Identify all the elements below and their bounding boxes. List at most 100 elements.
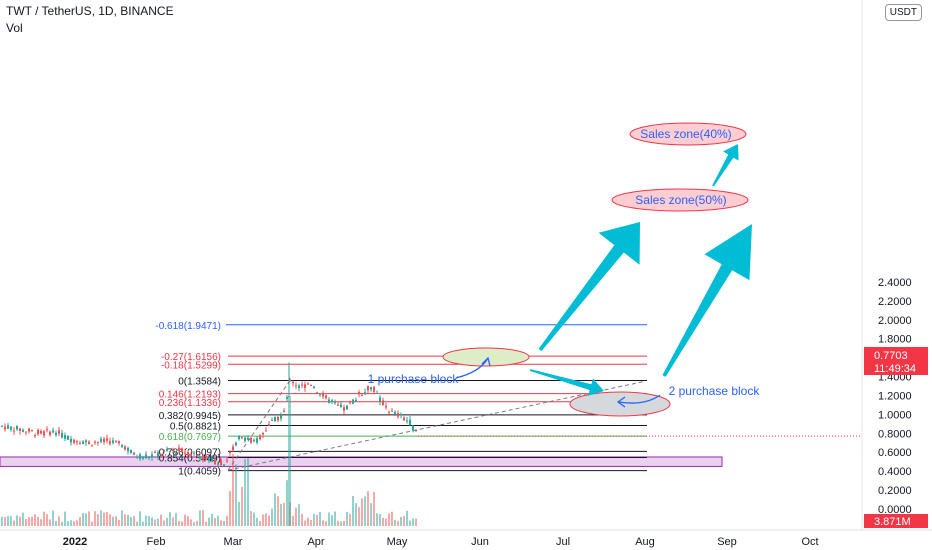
candle-body	[316, 392, 318, 394]
candle-body	[355, 399, 357, 402]
price-axis[interactable]: 2.40002.20002.00001.80001.60001.40001.20…	[861, 0, 912, 530]
volume-bar	[1, 516, 3, 526]
candle-body	[46, 429, 48, 431]
volume-bar	[34, 514, 36, 526]
fib-label: -0.27(1.6156)	[161, 352, 221, 363]
volume-bar	[361, 498, 363, 526]
volume-value-text: 3.871M	[874, 516, 911, 528]
candle-body	[184, 452, 186, 454]
candle-body	[109, 441, 111, 444]
candle-body	[400, 414, 402, 416]
pointer-arrow-head	[616, 396, 626, 408]
annotation-label: Sales zone(40%)	[640, 127, 731, 141]
volume-bar	[118, 519, 120, 526]
volume-bar	[325, 521, 327, 526]
sales-zone-ellipse	[611, 188, 749, 212]
volume-bar	[127, 514, 129, 526]
candle-body	[91, 445, 93, 447]
price-tick-label: 2.4000	[878, 277, 912, 289]
growth-arrow	[712, 144, 739, 187]
volume-bar	[13, 520, 15, 526]
candle-body	[130, 450, 132, 453]
volume-bar	[238, 501, 240, 526]
candle-body	[202, 454, 204, 460]
volume-bar	[193, 521, 195, 526]
candle-body	[49, 431, 51, 436]
fib-label: -0.18(1.5299)	[161, 360, 221, 371]
candle-body	[124, 446, 126, 450]
candle-body	[19, 428, 21, 431]
volume-bar	[79, 517, 81, 526]
volume-bar	[187, 516, 189, 526]
pointer-arrow-head	[481, 356, 491, 367]
candle-body	[31, 430, 33, 432]
drawing-annotations: Sales zone(40%) Sales zone(50%) 1 purchase…	[227, 122, 862, 471]
candle-body	[28, 428, 30, 432]
volume-bar	[334, 511, 336, 526]
last-price-badge	[864, 347, 928, 375]
candle-body	[349, 402, 351, 404]
volume-bar	[115, 516, 117, 526]
volume-bar	[121, 510, 123, 526]
candle-body	[175, 453, 177, 455]
price-tick-label: 0.6000	[878, 447, 912, 459]
candle-body	[358, 392, 360, 395]
candle-body	[196, 454, 198, 456]
candle-body	[16, 425, 18, 430]
candle-body	[235, 442, 237, 446]
volume-bar	[406, 510, 408, 526]
candle-body	[79, 443, 81, 445]
candle-body	[244, 437, 246, 441]
volume-bar	[364, 496, 366, 526]
volume-bar	[163, 520, 165, 526]
candle-body	[352, 399, 354, 404]
time-tick-label: Jun	[471, 536, 489, 548]
candle-body	[4, 426, 6, 430]
time-tick-label: Feb	[147, 536, 166, 548]
candle-body	[85, 440, 87, 443]
candle-body	[385, 405, 387, 408]
candle-body	[292, 382, 294, 384]
candle-body	[64, 435, 66, 439]
annotation-label: 1 purchase block	[368, 372, 460, 386]
volume-bars	[1, 396, 417, 526]
candle-body	[328, 399, 330, 403]
time-axis[interactable]: 2022 Feb Mar Apr May Jun Jul Aug Sep Oct	[0, 529, 932, 548]
volume-bar	[202, 510, 204, 526]
time-tick-label: May	[387, 536, 408, 548]
volume-bar	[301, 513, 303, 526]
candle-body	[205, 455, 207, 457]
volume-bar	[283, 502, 285, 526]
candle-body	[100, 439, 102, 442]
volume-bar	[22, 512, 24, 526]
volume-bar	[109, 514, 111, 526]
volume-bar	[70, 520, 72, 526]
candle-body	[148, 457, 150, 459]
pointer-arrow	[617, 394, 661, 404]
volume-bar	[292, 515, 294, 526]
candle-body	[139, 454, 141, 459]
candle-body	[343, 407, 345, 411]
candle-body	[283, 410, 285, 413]
volume-bar	[73, 521, 75, 526]
candle-body	[274, 416, 276, 422]
volume-bar	[184, 514, 186, 526]
candle-body	[151, 454, 153, 458]
countdown-text: 11:49:34	[874, 363, 916, 375]
fib-label: 0.5(0.8821)	[170, 422, 221, 433]
volume-bar	[67, 521, 69, 526]
growth-arrow	[529, 369, 604, 396]
volume-bar	[388, 513, 390, 526]
candle-body	[142, 456, 144, 459]
volume-bar	[415, 518, 417, 526]
fib-label: 0.854(0.5449)	[159, 453, 221, 464]
fib-label: 0.382(0.9945)	[159, 411, 221, 422]
candle-body	[268, 424, 270, 426]
currency-button[interactable]: USDT	[884, 4, 922, 21]
candle-body	[115, 440, 117, 442]
candle-body	[94, 441, 96, 443]
time-tick-label: Oct	[801, 536, 818, 548]
volume-bar	[10, 516, 12, 526]
